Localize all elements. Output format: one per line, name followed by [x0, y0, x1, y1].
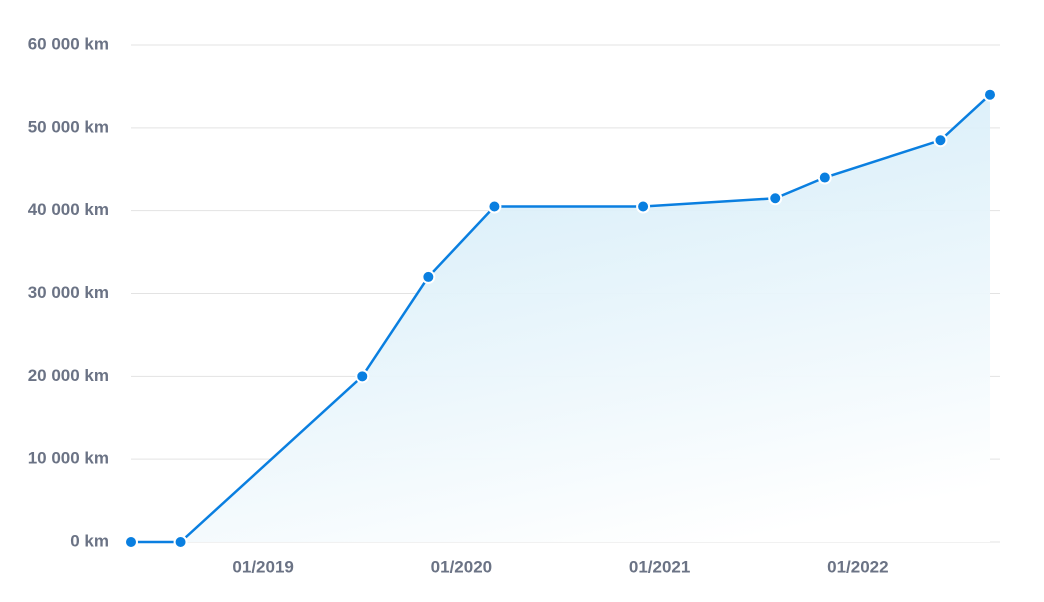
y-tick-label: 60 000 km: [28, 34, 109, 53]
data-point: [355, 369, 370, 384]
data-point: [124, 535, 138, 549]
data-point: [636, 199, 651, 214]
data-point: [983, 87, 997, 102]
area-fill: [131, 94, 990, 542]
x-tick-label: 01/2019: [232, 557, 293, 576]
y-tick-label: 0 km: [70, 531, 109, 550]
line: [131, 93, 991, 544]
x-tick-label: 01/2020: [431, 557, 492, 576]
data-point: [487, 199, 502, 214]
data-point: [933, 133, 948, 148]
x-tick-label: 01/2021: [629, 557, 690, 576]
y-tick-label: 40 000 km: [28, 200, 109, 219]
y-tick-label: 20 000 km: [28, 366, 109, 385]
data-point: [173, 535, 188, 549]
y-tick-label: 30 000 km: [28, 283, 109, 302]
x-tick-label: 01/2022: [827, 557, 888, 576]
data-point: [768, 191, 783, 206]
data-point: [817, 170, 832, 185]
y-tick-label: 10 000 km: [28, 449, 109, 468]
y-tick-label: 50 000 km: [28, 117, 109, 136]
data-point: [421, 269, 436, 284]
